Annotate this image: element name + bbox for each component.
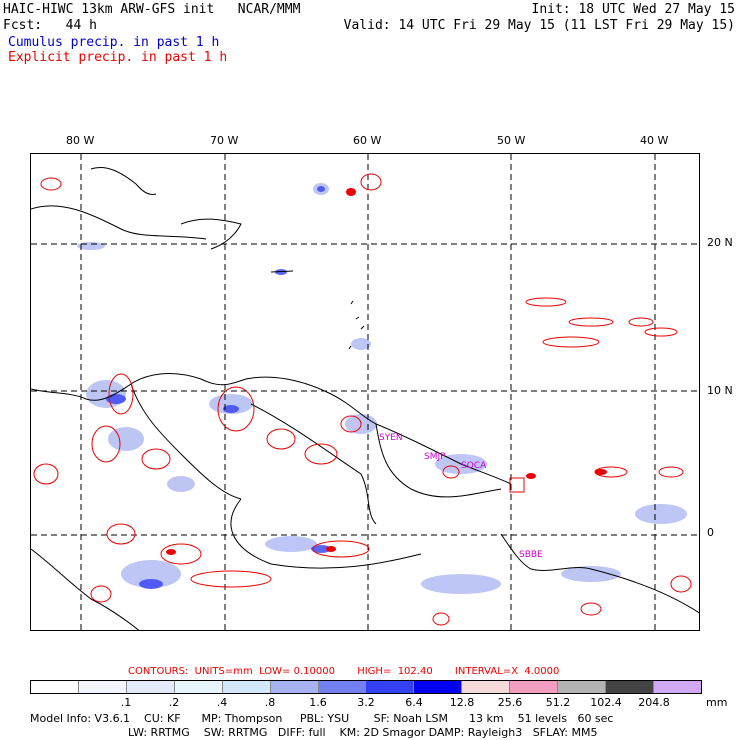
colorbar-swatch [270, 681, 319, 693]
colorbar-swatch [606, 681, 654, 693]
colorbar-level-label: 102.4 [590, 696, 622, 709]
colorbar-swatch [366, 681, 415, 693]
colorbar-level-label: .8 [264, 696, 276, 709]
init-time: Init: 18 UTC Wed 27 May 15 [531, 2, 736, 17]
contours-info: CONTOURS: UNITS=mm LOW= 0.10000 HIGH= 10… [128, 666, 560, 677]
cumulus-precip-areas [77, 183, 687, 594]
title-left: HAIC-HIWC 13km ARW-GFS init NCAR/MMM [3, 2, 301, 17]
lon-label-70w: 70 W [210, 134, 239, 147]
lon-label-50w: 50 W [497, 134, 526, 147]
colorbar-swatch [78, 681, 127, 693]
map-canvas [31, 154, 699, 630]
colorbar-level-label: 1.6 [309, 696, 327, 709]
colorbar-level-label: .1 [120, 696, 132, 709]
explicit-precip-contours [33, 173, 692, 626]
model-info-line2: LW: RRTMG SW: RRTMG DIFF: full KM: 2D Sm… [128, 726, 598, 739]
colorbar-swatch [222, 681, 271, 693]
colorbar-swatch [414, 681, 463, 693]
colorbar-units: mm [706, 696, 728, 709]
colorbar-level-label: 204.8 [638, 696, 670, 709]
colorbar-swatch [126, 681, 175, 693]
lat-label-20n: 20 N [707, 236, 733, 249]
lon-label-60w: 60 W [353, 134, 382, 147]
station-label-sbbe: SBBE [519, 550, 543, 560]
station-label-smjp: SMJP [424, 452, 446, 462]
colorbar-swatch [510, 681, 559, 693]
legend-explicit: Explicit precip. in past 1 h [8, 50, 228, 65]
colorbar-level-label: .2 [168, 696, 180, 709]
colorbar-swatch [174, 681, 223, 693]
station-label-soca: SOCA [461, 461, 487, 471]
explicit-precip-cores [166, 188, 607, 555]
colorbar-swatch [318, 681, 367, 693]
coastlines [31, 167, 699, 630]
colorbar-level-label: 6.4 [405, 696, 423, 709]
colorbar-level-label: 12.8 [449, 696, 475, 709]
model-info-line1: Model Info: V3.6.1 CU: KF MP: Thompson P… [30, 712, 614, 725]
colorbar-level-label: 51.2 [545, 696, 571, 709]
colorbar-level-label: 25.6 [497, 696, 523, 709]
station-label-syen: SYEN [379, 433, 403, 443]
lat-lon-grid [31, 154, 699, 630]
colorbar-swatch [31, 681, 79, 693]
lon-label-40w: 40 W [640, 134, 669, 147]
colorbar-swatch [653, 681, 701, 693]
legend-cumulus: Cumulus precip. in past 1 h [8, 35, 220, 50]
precip-map: SYEN SMJP SOCA SBBE [30, 153, 700, 631]
forecast-hour: Fcst: 44 h [3, 18, 97, 33]
colorbar-swatch [462, 681, 511, 693]
precip-colorbar [30, 680, 702, 694]
lat-label-10n: 10 N [707, 384, 733, 397]
station-box [509, 477, 525, 493]
lat-label-0: 0 [707, 526, 714, 539]
colorbar-level-label: .4 [216, 696, 228, 709]
lon-label-80w: 80 W [66, 134, 95, 147]
colorbar-level-label: 3.2 [357, 696, 375, 709]
colorbar-swatch [558, 681, 607, 693]
valid-time: Valid: 14 UTC Fri 29 May 15 (11 LST Fri … [343, 18, 735, 33]
